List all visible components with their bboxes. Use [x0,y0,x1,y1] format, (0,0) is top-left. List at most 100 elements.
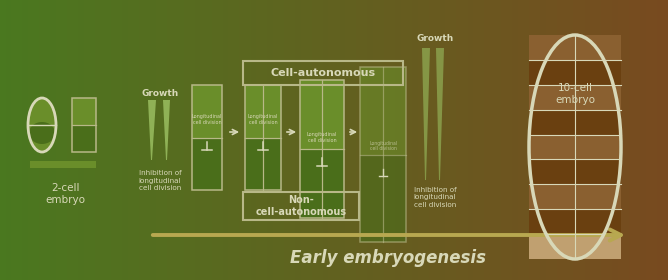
Bar [646,0,652,280]
Bar [300,149,322,218]
Bar [67,0,73,280]
Bar [245,85,281,190]
Text: Longitudinal
cell division: Longitudinal cell division [369,141,397,151]
Bar [200,0,207,280]
Bar [546,0,552,280]
Ellipse shape [29,122,55,144]
Bar [651,0,658,280]
Bar [156,0,162,280]
Bar [167,0,174,280]
Bar [30,161,96,168]
Bar [529,184,621,209]
Bar [128,0,134,280]
Bar [629,0,635,280]
Bar [529,60,621,85]
Bar [360,155,383,242]
Bar [267,0,274,280]
Bar [245,0,251,280]
Bar [273,0,279,280]
Bar [362,0,368,280]
Bar [339,0,346,280]
Bar [84,0,90,280]
Bar [351,0,357,280]
Bar [39,0,45,280]
Bar [22,0,29,280]
Bar [89,0,96,280]
Polygon shape [436,48,444,180]
Bar [529,85,621,110]
Bar [192,85,222,137]
Bar [613,0,619,280]
Text: Inhibition of
longitudinal
cell division: Inhibition of longitudinal cell division [413,187,456,208]
Bar [601,0,608,280]
Bar [529,110,621,135]
Bar [529,209,621,234]
Bar [373,0,379,280]
Bar [490,0,496,280]
Bar [418,0,424,280]
Bar [529,135,621,159]
Bar [579,0,585,280]
Bar [134,0,140,280]
Bar [529,35,621,60]
Bar [317,0,324,280]
Bar [329,0,335,280]
Bar [360,67,383,155]
Bar [11,0,17,280]
Bar [263,85,281,137]
Text: 2-cell
embryo: 2-cell embryo [45,183,85,206]
Ellipse shape [28,98,56,152]
Bar [50,0,57,280]
Bar [640,0,647,280]
Bar [360,67,406,242]
Bar [5,0,12,280]
Bar [529,234,621,259]
Bar [243,61,403,85]
Bar [192,85,222,190]
Bar [301,0,307,280]
Bar [245,85,263,137]
Bar [72,98,96,125]
Bar [534,0,541,280]
Bar [568,0,574,280]
Bar [245,137,263,190]
Bar [440,0,446,280]
Text: Growth: Growth [416,34,454,43]
Text: Longitudinal
cell division: Longitudinal cell division [248,115,278,125]
Bar [663,0,668,280]
Bar [562,0,568,280]
Bar [529,159,621,184]
Bar [548,63,603,70]
Bar [395,0,401,280]
Bar [401,0,407,280]
Bar [284,0,291,280]
Bar [279,0,285,280]
Bar [623,0,630,280]
Bar [239,0,246,280]
Bar [529,135,621,159]
Bar [178,0,184,280]
Bar [72,0,79,280]
Bar [518,0,524,280]
Polygon shape [163,100,170,160]
Bar [456,0,463,280]
Bar [384,0,391,280]
Bar [446,0,452,280]
Text: Cell-autonomous: Cell-autonomous [271,68,375,78]
Bar [529,0,535,280]
Bar [106,0,112,280]
Bar [345,0,351,280]
Bar [596,0,602,280]
Text: 10-cell
embryo: 10-cell embryo [555,83,595,105]
Bar [512,0,518,280]
Bar [289,0,296,280]
Bar [434,0,441,280]
Bar [523,0,530,280]
Bar [618,0,625,280]
Text: Early embryogenesis: Early embryogenesis [290,249,486,267]
Bar [529,35,621,60]
Bar [468,0,474,280]
Bar [334,0,341,280]
Bar [300,80,344,218]
Bar [243,192,359,220]
